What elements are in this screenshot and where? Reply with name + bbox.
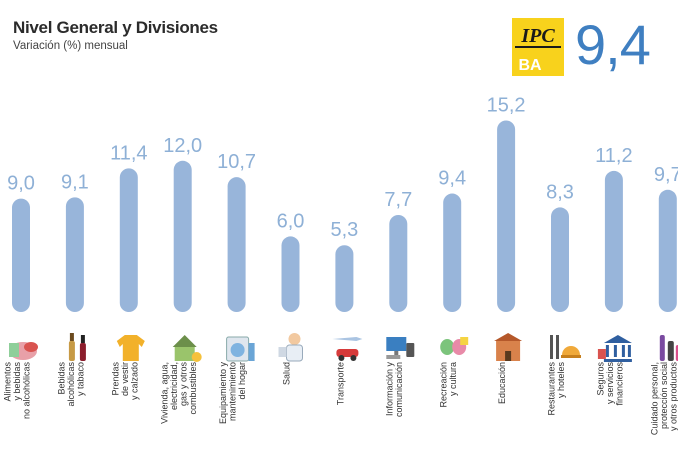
education-icon <box>494 333 523 361</box>
bar-9 <box>443 193 462 312</box>
bar-13 <box>658 189 677 312</box>
bar-1 <box>12 198 30 312</box>
general-level-value: 9,4 <box>575 13 651 76</box>
bar-11 <box>551 207 569 312</box>
svg-text:IPC: IPC <box>520 25 555 47</box>
bar-4 <box>173 160 192 312</box>
bar-10 <box>497 120 516 312</box>
bar-6 <box>281 236 300 312</box>
bar-value-label: 9,1 <box>61 171 89 193</box>
bar-value-label: 12,0 <box>163 135 202 157</box>
category-label: Información ycomunicación <box>385 362 405 418</box>
beverages-icon <box>68 333 86 361</box>
chart-subtitle: Variación (%) mensual <box>13 40 128 52</box>
category-label: Recreacióny cultura <box>438 362 458 408</box>
household-equipment-icon <box>226 336 255 362</box>
bar-value-label: 7,7 <box>384 189 412 211</box>
bar-value-label: 9,0 <box>7 173 35 195</box>
bar-value-label: 8,3 <box>546 181 574 203</box>
category-label: Segurosy serviciosfinancieros <box>595 362 624 406</box>
bar-7 <box>335 245 354 312</box>
housing-icon <box>172 335 202 362</box>
bar-value-label: 11,4 <box>110 142 147 164</box>
bar-value-label: 5,3 <box>330 219 358 241</box>
transport-icon <box>332 337 363 361</box>
bar-12 <box>604 170 623 312</box>
bar-value-label: 10,7 <box>217 151 256 173</box>
ipc-ba-logo: IPC BA <box>512 18 564 76</box>
clothing-icon <box>116 335 145 361</box>
category-label: Educación <box>497 362 507 404</box>
personal-care-icon <box>659 335 678 361</box>
finance-icon <box>597 335 632 362</box>
category-label: Prendasde vestiry calzado <box>110 362 139 401</box>
chart-title: Nivel General y Divisiones <box>13 18 218 37</box>
category-label: Vivienda, agua,electricidad,gas y otrosc… <box>159 362 198 424</box>
category-label: Transporte <box>335 362 345 405</box>
bar-8 <box>389 214 408 312</box>
bar-value-label: 15,2 <box>487 94 526 116</box>
svg-text:BA: BA <box>518 57 542 74</box>
bar-5 <box>227 177 246 312</box>
bar-2 <box>65 197 84 312</box>
bar-3 <box>119 168 138 312</box>
category-label: Alimentosy bebidasno alcohólicas <box>3 362 32 420</box>
category-label: Restaurantesy hoteles <box>546 362 566 416</box>
category-label: Equipamiento ymantenimientodel hogar <box>218 362 247 425</box>
category-label: Cuidado personal,protección socialy otro… <box>649 362 678 436</box>
bar-value-label: 9,7 <box>654 164 678 186</box>
category-label: Salud <box>282 362 292 385</box>
communication-icon <box>386 337 415 359</box>
bar-value-label: 11,2 <box>595 145 632 167</box>
bar-value-label: 6,0 <box>277 210 305 232</box>
food-icon <box>9 342 38 360</box>
recreation-icon <box>440 337 469 355</box>
health-icon <box>278 333 303 362</box>
bar-value-label: 9,4 <box>438 168 466 190</box>
restaurant-icon <box>550 335 581 359</box>
category-label: Bebidasalcohólicasy tabaco <box>56 362 85 407</box>
